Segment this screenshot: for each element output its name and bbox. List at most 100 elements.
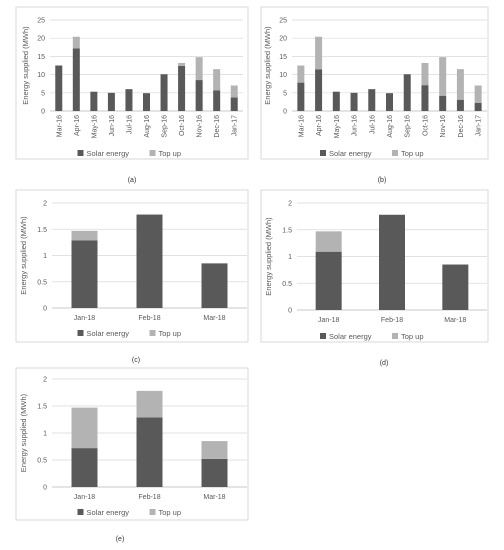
bar-top-up bbox=[72, 36, 80, 49]
bar-solar-energy bbox=[474, 102, 482, 111]
x-tick-label: Apr-16 bbox=[74, 115, 81, 136]
chart-frame bbox=[15, 6, 249, 160]
x-tick-label: Jan-17 bbox=[232, 115, 239, 137]
bar-solar-energy bbox=[315, 251, 342, 310]
y-tick-label: 25 bbox=[37, 18, 45, 25]
x-tick-label: May-16 bbox=[334, 115, 341, 138]
chart-panel-a: 0 5 10 15 20 25 Energy supplied (MWh) Mar-16 Apr… bbox=[15, 6, 249, 160]
panel-caption: (e) bbox=[116, 536, 125, 543]
x-tick-label: Jun-16 bbox=[352, 115, 359, 137]
y-tick-label: 15 bbox=[37, 54, 45, 61]
x-tick-label: Dec-16 bbox=[214, 115, 221, 138]
x-tick-label: Jul-16 bbox=[126, 115, 133, 134]
y-tick-label: 0 bbox=[43, 485, 47, 492]
x-tick-label: Jan-17 bbox=[476, 115, 483, 137]
legend-label: Solar energy bbox=[329, 149, 372, 158]
y-tick-label: 20 bbox=[37, 36, 45, 43]
bar-top-up bbox=[230, 85, 238, 98]
x-tick-label: Oct-16 bbox=[422, 115, 429, 136]
legend: Solar energy Top up bbox=[77, 508, 182, 517]
panel-caption: (c) bbox=[132, 357, 140, 364]
x-tick-label: Mar-16 bbox=[56, 115, 63, 137]
x-tick-label: Jan-18 bbox=[74, 315, 96, 322]
legend-label: Top up bbox=[159, 508, 182, 517]
y-tick-label: 1 bbox=[43, 431, 47, 438]
y-tick-label: 5 bbox=[283, 90, 287, 97]
bar-solar-energy bbox=[421, 85, 429, 111]
bar-solar-energy bbox=[160, 74, 168, 111]
y-axis-label: Energy supplied (MWh) bbox=[264, 217, 273, 296]
y-tick-label: 1.5 bbox=[37, 227, 47, 234]
y-tick-label: 0.5 bbox=[282, 281, 292, 288]
bar-top-up bbox=[315, 36, 323, 70]
bar-top-up bbox=[71, 407, 98, 449]
x-tick-label: Jan-18 bbox=[74, 494, 96, 501]
bar-solar-energy bbox=[379, 214, 405, 310]
y-tick-label: 5 bbox=[41, 90, 45, 97]
legend-swatch bbox=[392, 333, 398, 339]
bar-solar-energy bbox=[125, 89, 133, 111]
y-tick-label: 1.5 bbox=[282, 227, 292, 234]
y-tick-label: 0 bbox=[283, 109, 287, 116]
bar-solar-energy bbox=[201, 263, 228, 308]
y-tick-label: 20 bbox=[279, 36, 287, 43]
legend-swatch bbox=[149, 150, 156, 156]
legend: Solar energy Top up bbox=[320, 332, 424, 341]
bar-top-up bbox=[439, 57, 447, 96]
bar-solar-energy bbox=[230, 97, 238, 111]
y-tick-label: 0.5 bbox=[37, 279, 47, 286]
x-tick-label: Mar-16 bbox=[298, 115, 305, 137]
bar-solar-energy bbox=[403, 74, 411, 111]
bar-solar-energy bbox=[136, 214, 163, 308]
panel-caption: (b) bbox=[378, 177, 387, 184]
legend-swatch bbox=[77, 150, 84, 156]
bar-top-up bbox=[456, 69, 464, 100]
y-tick-label: 2 bbox=[43, 377, 47, 384]
bar-top-up bbox=[297, 65, 305, 83]
bar-solar-energy bbox=[71, 448, 98, 487]
legend-label: Top up bbox=[159, 149, 182, 158]
bar-solar-energy bbox=[178, 65, 186, 111]
y-tick-label: 1 bbox=[43, 253, 47, 260]
bar-top-up bbox=[213, 69, 221, 91]
y-tick-label: 2 bbox=[43, 201, 47, 208]
bar-top-up bbox=[474, 85, 482, 103]
bar-solar-energy bbox=[213, 90, 221, 111]
chart-panel-d: 0 0.5 1 1.5 2 Energy supplied (MWh) Jan-18 Feb-… bbox=[260, 189, 489, 343]
x-tick-label: Dec-16 bbox=[458, 115, 465, 138]
y-tick-label: 1 bbox=[288, 254, 292, 261]
bar-solar-energy bbox=[55, 65, 63, 111]
y-tick-label: 0.5 bbox=[37, 458, 47, 465]
x-tick-label: Sep-16 bbox=[405, 115, 412, 138]
x-tick-label: Oct-16 bbox=[179, 115, 186, 136]
legend-swatch bbox=[149, 330, 156, 336]
bar-solar-energy bbox=[107, 92, 115, 111]
bar-top-up bbox=[421, 62, 429, 86]
x-tick-label: Mar-18 bbox=[444, 317, 466, 324]
x-tick-label: Aug-16 bbox=[144, 115, 151, 138]
y-axis-label: Energy supplied (MWh) bbox=[19, 216, 28, 295]
bar-solar-energy bbox=[90, 91, 98, 111]
x-tick-label: Apr-16 bbox=[316, 115, 323, 136]
legend-swatch bbox=[77, 509, 84, 515]
bar-solar-energy bbox=[143, 93, 150, 111]
x-tick-label: Jul-16 bbox=[369, 115, 376, 134]
x-tick-label: May-16 bbox=[91, 115, 98, 138]
legend-label: Top up bbox=[401, 149, 424, 158]
legend: Solar energy Top up bbox=[320, 149, 424, 158]
x-tick-label: Mar-18 bbox=[203, 494, 225, 501]
legend-label: Solar energy bbox=[329, 332, 372, 341]
bar-solar-energy bbox=[456, 99, 464, 111]
x-tick-label: Feb-18 bbox=[138, 315, 160, 322]
y-axis-label: Energy supplied (MWh) bbox=[19, 393, 28, 472]
x-tick-label: Feb-18 bbox=[138, 494, 160, 501]
legend-label: Top up bbox=[401, 332, 424, 341]
chart-frame bbox=[260, 6, 489, 160]
bar-solar-energy bbox=[201, 458, 228, 487]
bar-solar-energy bbox=[72, 48, 80, 111]
x-tick-label: Jun-16 bbox=[109, 115, 116, 137]
legend-label: Top up bbox=[159, 329, 182, 338]
x-tick-label: Nov-16 bbox=[197, 115, 204, 138]
legend-label: Solar energy bbox=[87, 508, 130, 517]
